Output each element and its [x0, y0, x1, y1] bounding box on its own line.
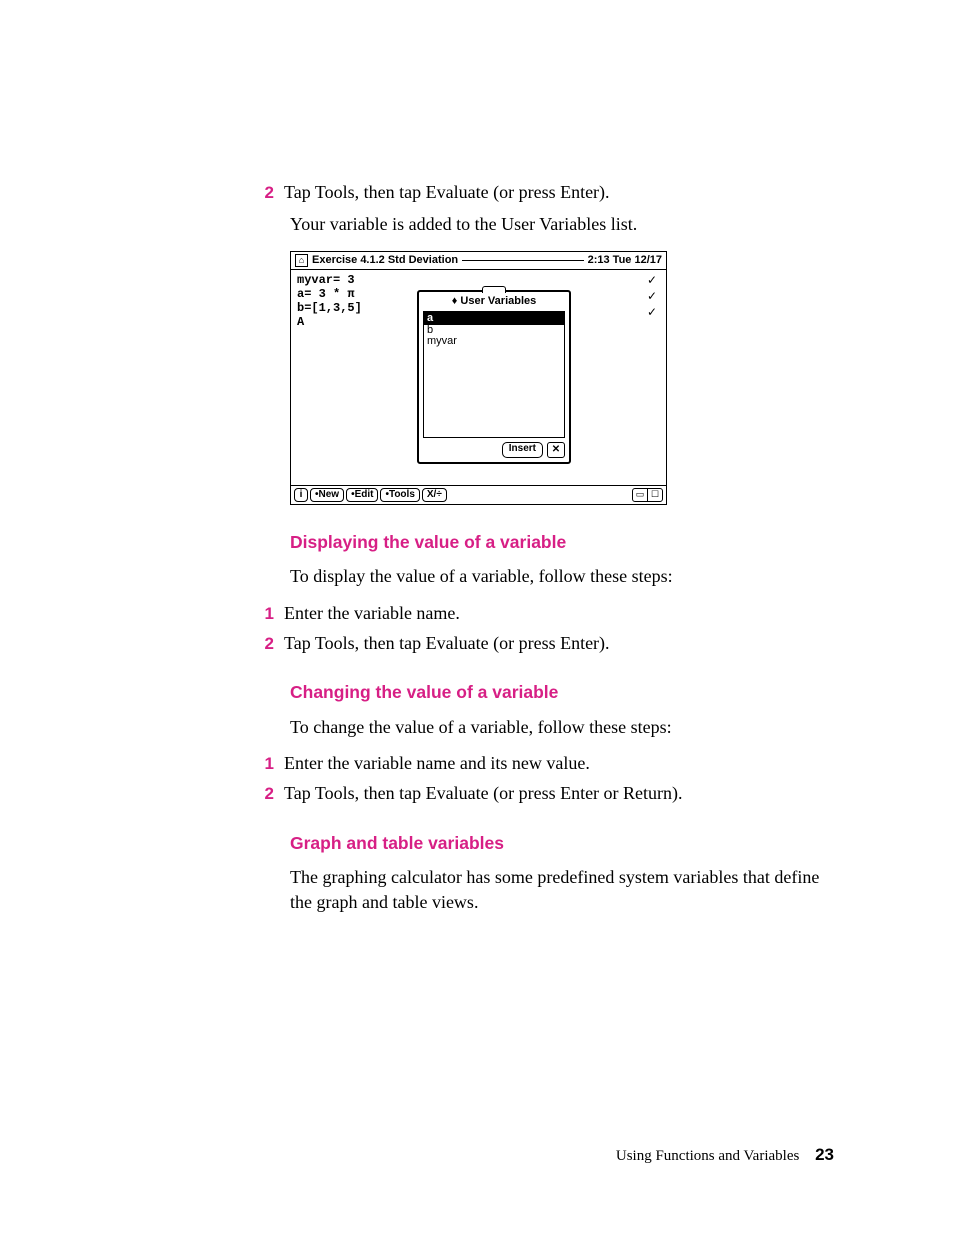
popup-footer: Insert ✕	[419, 438, 569, 462]
section-intro: To display the value of a variable, foll…	[290, 564, 840, 588]
section-intro: To change the value of a variable, follo…	[290, 715, 840, 739]
section-heading: Graph and table variables	[290, 832, 840, 856]
check-icon: ✓	[647, 306, 657, 318]
step-number: 2	[250, 633, 284, 656]
section-body: The graphing calculator has some predefi…	[290, 865, 840, 914]
edit-button[interactable]: •Edit	[346, 488, 378, 502]
section-heading: Changing the value of a variable	[290, 681, 840, 705]
window-footbar: i •New •Edit •Tools X/÷ ▭ ☐	[291, 485, 666, 504]
step-number: 2	[250, 783, 284, 806]
step-row: 2 Tap Tools, then tap Evaluate (or press…	[250, 180, 840, 204]
step-row: 1 Enter the variable name.	[250, 601, 840, 625]
check-icon: ✓	[647, 290, 657, 302]
popup-drag-tab[interactable]	[482, 286, 506, 293]
tools-button[interactable]: •Tools	[380, 488, 419, 502]
window-body: myvar= 3 a= 3 * π b=[1,3,5] A ✓ ✓ ✓ ♦ Us…	[291, 270, 666, 485]
info-button[interactable]: i	[294, 488, 308, 502]
tray-icons[interactable]: ▭ ☐	[632, 488, 663, 502]
window-titlebar: ⌂ Exercise 4.1.2 Std Deviation 2:13 Tue …	[291, 252, 666, 270]
section-heading: Displaying the value of a variable	[290, 531, 840, 555]
worksheet-line: myvar= 3	[297, 274, 632, 286]
list-item[interactable]: b	[424, 325, 564, 336]
content-column: 2 Tap Tools, then tap Evaluate (or press…	[250, 180, 840, 914]
step-text: Enter the variable name and its new valu…	[284, 751, 840, 775]
step-text: Tap Tools, then tap Evaluate (or press E…	[284, 781, 840, 805]
list-item[interactable]: a	[424, 312, 564, 325]
close-button[interactable]: ✕	[547, 442, 565, 458]
variables-list[interactable]: a b myvar	[423, 311, 565, 438]
new-button[interactable]: •New	[310, 488, 344, 502]
clock-text: 2:13 Tue 12/17	[588, 255, 662, 266]
step-text: Tap Tools, then tap Evaluate (or press E…	[284, 631, 840, 655]
page-number: 23	[815, 1145, 834, 1164]
page: 2 Tap Tools, then tap Evaluate (or press…	[0, 0, 954, 1235]
newton-screenshot: ⌂ Exercise 4.1.2 Std Deviation 2:13 Tue …	[290, 251, 667, 505]
screenshot-wrap: ⌂ Exercise 4.1.2 Std Deviation 2:13 Tue …	[290, 251, 840, 505]
step-text: Enter the variable name.	[284, 601, 840, 625]
step-row: 2 Tap Tools, then tap Evaluate (or press…	[250, 631, 840, 655]
home-icon[interactable]: ⌂	[295, 254, 308, 267]
card-icon[interactable]: ▭	[633, 489, 647, 501]
check-icon: ✓	[647, 274, 657, 286]
popup-title[interactable]: ♦ User Variables	[419, 292, 569, 311]
mode-button[interactable]: X/÷	[422, 488, 447, 502]
window-title: Exercise 4.1.2 Std Deviation	[312, 255, 458, 266]
note-icon[interactable]: ☐	[647, 489, 662, 501]
check-column: ✓ ✓ ✓	[638, 270, 666, 485]
page-footer: Using Functions and Variables 23	[616, 1144, 834, 1167]
user-variables-popup: ♦ User Variables a b myvar Insert ✕	[417, 290, 571, 464]
step-number: 1	[250, 753, 284, 776]
chapter-title: Using Functions and Variables	[616, 1148, 799, 1164]
step-subtext: Your variable is added to the User Varia…	[290, 212, 840, 236]
titlebar-rule	[462, 260, 583, 261]
step-text: Tap Tools, then tap Evaluate (or press E…	[284, 180, 840, 204]
step-number: 1	[250, 603, 284, 626]
step-number: 2	[250, 182, 284, 205]
step-row: 1 Enter the variable name and its new va…	[250, 751, 840, 775]
insert-button[interactable]: Insert	[502, 442, 543, 458]
list-item[interactable]: myvar	[424, 336, 564, 347]
step-row: 2 Tap Tools, then tap Evaluate (or press…	[250, 781, 840, 805]
